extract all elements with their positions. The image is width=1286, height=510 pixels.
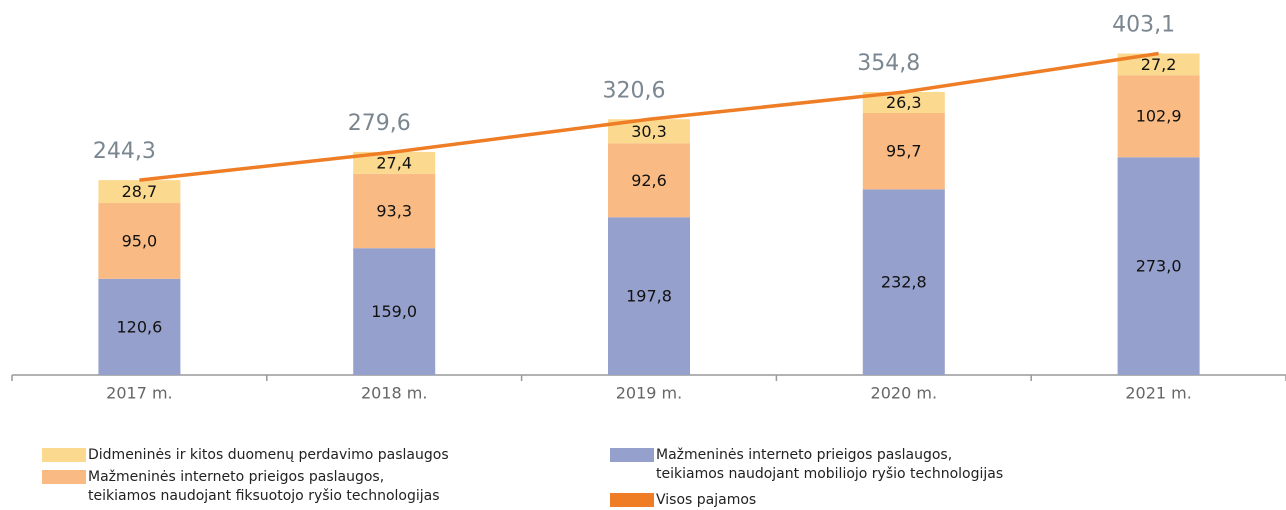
legend-swatch: [42, 470, 86, 484]
legend-swatch: [610, 448, 654, 462]
total-label: 279,6: [348, 111, 411, 136]
bar-segment: [353, 151, 436, 174]
legend-label: Didmeninės ir kitos duomenų perdavimo pa…: [88, 447, 449, 463]
data-label: 30,3: [631, 122, 667, 141]
legend-swatch: [610, 493, 654, 507]
legend-label: Mažmeninės interneto prieigos paslaugos,…: [88, 469, 440, 504]
total-label: 244,3: [93, 139, 156, 164]
bar-segment: [608, 143, 690, 218]
total-label: 403,1: [1112, 12, 1175, 37]
legend-label: Mažmeninės interneto prieigos paslaugos,…: [656, 447, 1004, 482]
legend-swatch: [42, 448, 86, 462]
data-label: 27,2: [1141, 55, 1177, 74]
bar-segment: [862, 112, 945, 190]
bar-segment: [862, 92, 945, 113]
bar-segment: [98, 180, 181, 204]
data-label: 95,7: [886, 142, 922, 161]
bar-segment: [1117, 157, 1200, 375]
total-label: 354,8: [857, 51, 920, 76]
bar-segment: [353, 248, 436, 375]
x-tick-label: 2019 m.: [616, 384, 682, 403]
data-label: 197,8: [626, 287, 672, 306]
x-tick-label: 2020 m.: [871, 384, 937, 403]
data-label: 92,6: [631, 171, 667, 190]
bar-segment: [608, 217, 690, 375]
data-label: 102,9: [1136, 107, 1182, 126]
bar-segment: [1117, 53, 1200, 76]
legend-entry: Visos pajamos: [610, 491, 756, 510]
x-tick-label: 2017 m.: [106, 384, 172, 403]
bar-segment: [862, 189, 945, 375]
bar-segment: [98, 203, 181, 279]
total-line: [139, 51, 1159, 182]
x-tick-label: 2021 m.: [1125, 384, 1191, 403]
legend-entry: Mažmeninės interneto prieigos paslaugos,…: [42, 468, 440, 506]
chart: 2017 m. 2018 m. 2019 m. 2020 m. 2021 m. 120,6…: [11, 12, 1286, 403]
bar-segment: [98, 278, 181, 375]
data-label: 26,3: [886, 93, 922, 112]
total-label: 320,6: [603, 78, 666, 103]
data-label: 95,0: [122, 231, 158, 250]
data-label: 28,7: [122, 182, 158, 201]
legend-entry: Mažmeninės interneto prieigos paslaugos,…: [610, 446, 1003, 484]
bar-segment: [1117, 75, 1200, 158]
data-label: 93,3: [376, 201, 412, 220]
data-label: 159,0: [371, 302, 417, 321]
legend-entry: Didmeninės ir kitos duomenų perdavimo pa…: [42, 446, 449, 465]
x-tick-label: 2018 m.: [361, 384, 427, 403]
legend-label: Visos pajamos: [656, 492, 757, 508]
bar-segment: [353, 173, 436, 249]
data-label: 120,6: [116, 317, 162, 336]
data-label: 27,4: [376, 153, 412, 172]
data-label: 273,0: [1136, 257, 1182, 276]
data-label: 232,8: [881, 273, 927, 292]
